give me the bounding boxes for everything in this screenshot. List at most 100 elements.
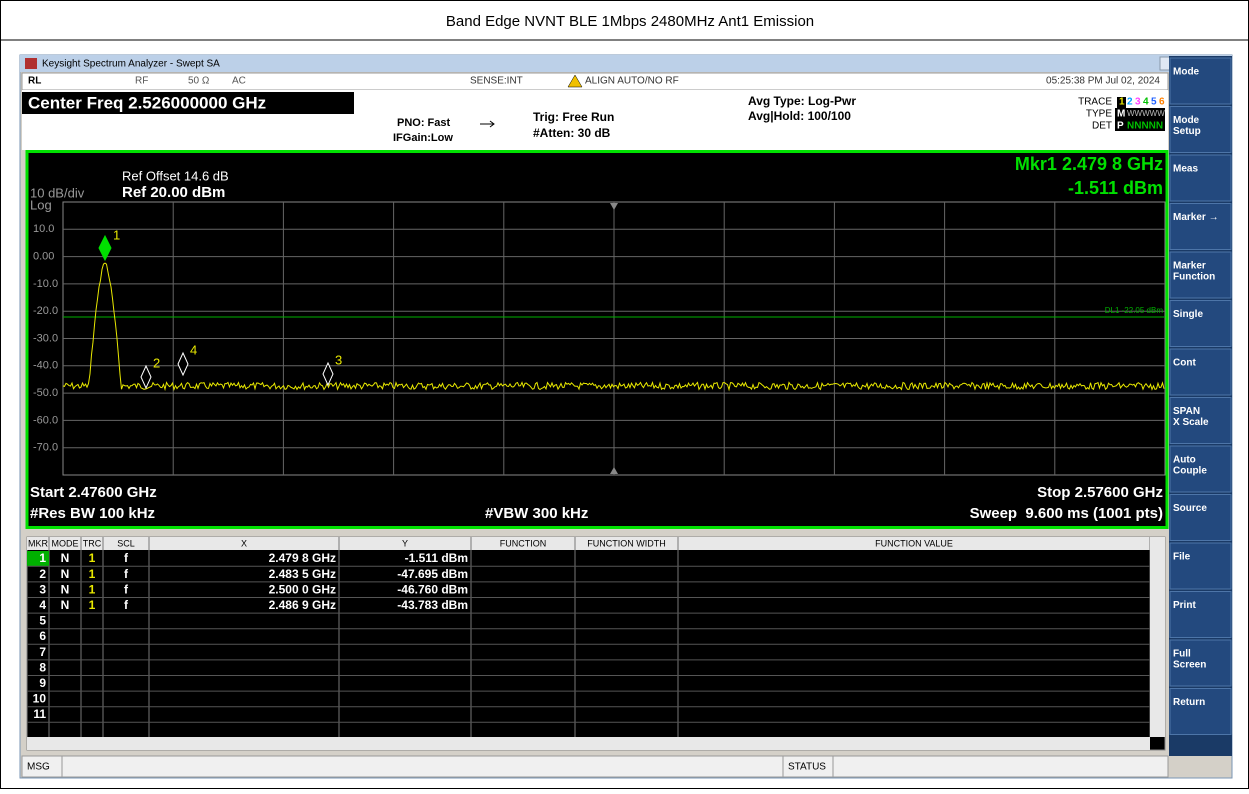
table-cell: N	[61, 598, 70, 612]
y-label: -20.0	[33, 305, 58, 317]
softkey-label: Cont	[1173, 358, 1196, 369]
atten: #Atten: 30 dB	[533, 126, 611, 140]
table-cell: 2.500 0 GHz	[269, 582, 336, 596]
softkey-label: Couple	[1173, 466, 1207, 477]
softkey-label: File	[1173, 552, 1191, 563]
y-label: -40.0	[33, 360, 58, 372]
vertical-scrollbar[interactable]	[1150, 537, 1165, 737]
datetime: 05:25:38 PM Jul 02, 2024	[1046, 76, 1160, 87]
softkey[interactable]	[1169, 397, 1232, 444]
table-header: MODE	[52, 538, 79, 548]
pno: PNO: Fast	[397, 117, 451, 129]
trig-arrow	[480, 120, 495, 128]
start-freq: Start 2.47600 GHz	[30, 484, 157, 501]
y-label: 10.0	[33, 223, 54, 235]
table-cell: -1.511 dBm	[405, 551, 468, 565]
table-header: Y	[402, 538, 408, 548]
trace-digit: 1	[1119, 97, 1125, 108]
app-icon	[25, 58, 37, 69]
marker-amp: -1.511 dBm	[1068, 178, 1163, 198]
softkey[interactable]	[1169, 57, 1232, 105]
table-cell: -47.695 dBm	[397, 567, 468, 581]
table-cell: 5	[39, 614, 46, 628]
softkey-label: Mode	[1173, 67, 1200, 78]
softkey-label: Mode	[1173, 115, 1200, 126]
softkey[interactable]	[1169, 154, 1232, 202]
stop-freq: Stop 2.57600 GHz	[1037, 484, 1163, 501]
table-header-bg	[27, 537, 1150, 550]
table-cell: 2.486 9 GHz	[269, 598, 336, 612]
marker-2	[140, 364, 152, 390]
softkey[interactable]	[1169, 445, 1232, 493]
ref-level: Ref 20.00 dBm	[122, 184, 225, 201]
window-title: Keysight Spectrum Analyzer - Swept SA	[42, 59, 220, 70]
softkey-label: Source	[1173, 503, 1207, 514]
softkey[interactable]	[1169, 591, 1232, 638]
table-cell: 1	[89, 551, 96, 565]
rl: RL	[28, 76, 41, 87]
marker-freq: Mkr1 2.479 8 GHz	[1015, 154, 1163, 174]
softkey[interactable]	[1169, 639, 1232, 687]
table-cell: -46.760 dBm	[397, 582, 468, 596]
softkey-label: Setup	[1173, 126, 1201, 137]
sweep: Sweep 9.600 ms (1001 pts)	[970, 505, 1163, 522]
marker-table	[26, 536, 1166, 751]
window-titlebar	[20, 55, 1232, 72]
y-label: -50.0	[33, 387, 58, 399]
trace-digit: 2	[1127, 97, 1133, 108]
type-value: M	[1117, 109, 1125, 120]
marker-3	[322, 361, 334, 387]
softkey[interactable]	[1169, 300, 1232, 347]
graticule: 10.0 0.00 -10.0 -20.0 -30.0 -40.0 -50.0 -60.0 -7…	[33, 201, 1166, 476]
softkey[interactable]	[1169, 688, 1232, 735]
table-header: FUNCTION WIDTH	[587, 538, 666, 548]
warning-icon	[567, 74, 583, 88]
horizontal-scrollbar[interactable]	[27, 737, 1150, 750]
align: ALIGN AUTO/NO RF	[585, 76, 679, 87]
softkey[interactable]	[1169, 494, 1232, 541]
table-header: SCL	[117, 538, 135, 548]
table-cell: 7	[39, 645, 46, 659]
plot-panel	[25, 150, 1169, 529]
y-label: -30.0	[33, 332, 58, 344]
table-cell: 9	[39, 676, 46, 690]
ref-offset: Ref Offset 14.6 dB	[122, 168, 229, 183]
marker-label: 2	[153, 355, 160, 370]
message-bar	[21, 755, 1169, 778]
display-line-label: DL1 -22.05 dBm	[1105, 306, 1164, 315]
trace-digit-box	[1117, 97, 1126, 108]
softkey[interactable]	[1169, 106, 1232, 153]
table-cell: 2.479 8 GHz	[269, 551, 336, 565]
trace-digit: 4	[1143, 97, 1149, 108]
table-cell: 1	[89, 598, 96, 612]
page-title: Band Edge NVNT BLE 1Mbps 2480MHz Ant1 Em…	[446, 13, 814, 30]
softkey[interactable]	[1169, 542, 1232, 590]
softkey-label: SPAN	[1173, 406, 1200, 417]
scale: 10 dB/div	[30, 185, 85, 200]
softkey[interactable]	[1169, 251, 1232, 299]
softkey[interactable]	[1169, 348, 1232, 396]
softkey-label: Function	[1173, 272, 1215, 283]
type-value: WWWWW	[1127, 109, 1165, 118]
trace	[62, 262, 1165, 392]
sense: SENSE:INT	[470, 76, 523, 87]
table-cell: 1	[89, 582, 96, 596]
softkey-label: Screen	[1173, 660, 1206, 671]
table-cell: f	[124, 598, 129, 612]
coupling: AC	[232, 76, 246, 87]
softkey[interactable]	[1169, 203, 1232, 250]
status: STATUS	[788, 762, 826, 773]
type-label: TYPE	[1086, 109, 1112, 120]
table-body: MKR MODE TRC SCL X Y FUNCTION FUNCTION WIDTH FUN…	[27, 537, 1151, 737]
ifgain: IFGain:Low	[393, 132, 453, 144]
det-label: DET	[1092, 121, 1112, 132]
table-cell: 10	[33, 692, 47, 706]
table-cell: 2.483 5 GHz	[269, 567, 336, 581]
center-marker-top	[610, 203, 618, 210]
table-header: FUNCTION	[500, 538, 547, 548]
softkey-label: Full	[1173, 649, 1191, 660]
table-cell: 2	[39, 567, 46, 581]
table-cell: f	[124, 582, 129, 596]
avg-hold: Avg|Hold: 100/100	[748, 109, 851, 123]
